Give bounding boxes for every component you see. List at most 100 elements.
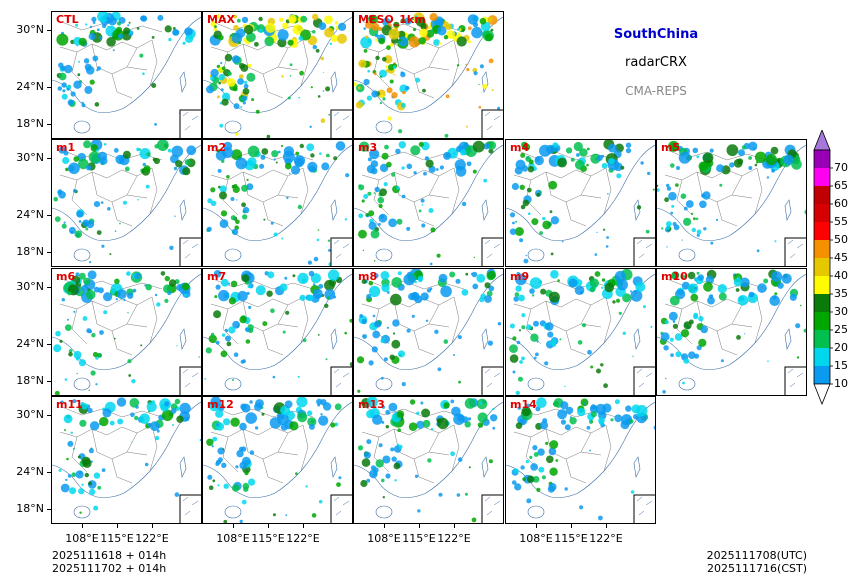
lat-tick-label: 18°N: [16, 374, 44, 387]
init-line-2: 2025111702 + 014h: [52, 562, 167, 575]
region-title: SouthChina: [613, 27, 699, 42]
map-canvas: [506, 140, 655, 266]
colorbar-segment: [814, 330, 830, 348]
map-panel-m2: m2: [202, 139, 353, 267]
lon-tick-label: 122°E: [589, 532, 623, 545]
map-panel-m13: m13: [353, 396, 504, 524]
map-canvas: [203, 269, 352, 395]
map-canvas: [354, 140, 503, 266]
map-canvas: [203, 397, 352, 523]
lat-tick-label: 18°N: [16, 117, 44, 130]
colorbar-segment: [814, 258, 830, 276]
lat-tick: [47, 215, 51, 216]
panel-label: m3: [358, 141, 378, 154]
lon-tick: [606, 524, 607, 528]
panel-label: m8: [358, 270, 378, 283]
lat-tick: [47, 87, 51, 88]
map-panel-m6: m6: [51, 268, 202, 396]
lon-tick: [384, 524, 385, 528]
lat-tick-label: 24°N: [16, 337, 44, 350]
map-panel-m8: m8: [353, 268, 504, 396]
map-panel-ctl: CTL: [51, 11, 202, 139]
map-canvas: [506, 269, 655, 395]
product-title: radarCRX: [625, 55, 687, 70]
lon-tick: [82, 524, 83, 528]
map-canvas: [354, 12, 503, 138]
colorbar-tick-label: 55: [834, 215, 848, 228]
map-canvas: [506, 397, 655, 523]
panel-label: m6: [56, 270, 76, 283]
map-panel-meso_1km: MESO_1km: [353, 11, 504, 139]
map-canvas: [354, 397, 503, 523]
lon-tick-label: 122°E: [437, 532, 471, 545]
map-canvas: [203, 13, 352, 138]
map-panel-m4: m4: [505, 139, 656, 267]
colorbar-segment: [814, 348, 830, 366]
lat-tick: [47, 124, 51, 125]
map-canvas: [354, 269, 503, 395]
panel-label: m14: [510, 398, 537, 411]
colorbar-tick-label: 40: [834, 269, 848, 282]
map-panel-m11: m11: [51, 396, 202, 524]
panel-label: m10: [661, 270, 688, 283]
map-panel-max: MAX: [202, 11, 353, 139]
colorbar-max-extend: [813, 130, 831, 151]
colorbar-segment: [814, 240, 830, 258]
lon-tick-label: 115°E: [251, 532, 285, 545]
panel-label: MESO_1km: [358, 13, 426, 26]
lon-tick: [268, 524, 269, 528]
lat-tick: [47, 30, 51, 31]
map-panel-m12: m12: [202, 396, 353, 524]
panel-label: m13: [358, 398, 385, 411]
valid-cst: 2025111716(CST): [707, 562, 807, 575]
colorbar-segment: [814, 168, 830, 186]
lon-tick-label: 108°E: [367, 532, 401, 545]
lon-tick-label: 115°E: [100, 532, 134, 545]
valid-time-info: 2025111708(UTC) 2025111716(CST): [697, 549, 807, 575]
colorbar-tick-label: 15: [834, 359, 848, 372]
lon-tick: [419, 524, 420, 528]
map-canvas: [657, 269, 806, 395]
panel-label: m7: [207, 270, 227, 283]
panel-label: m2: [207, 141, 227, 154]
lon-tick: [454, 524, 455, 528]
colorbar-tick-label: 65: [834, 179, 848, 192]
init-line-1: 2025111618 + 014h: [52, 549, 167, 562]
colorbar-tick-label: 50: [834, 233, 848, 246]
lat-tick: [47, 509, 51, 510]
lat-tick-label: 18°N: [16, 502, 44, 515]
lat-tick-label: 30°N: [16, 408, 44, 421]
colorbar-tick-label: 20: [834, 341, 848, 354]
system-title: CMA-REPS: [625, 84, 687, 98]
map-canvas: [657, 140, 806, 266]
lon-tick: [571, 524, 572, 528]
lat-tick: [47, 287, 51, 288]
panel-label: m9: [510, 270, 530, 283]
lon-tick: [536, 524, 537, 528]
colorbar-tick-label: 70: [834, 161, 848, 174]
lon-tick-label: 122°E: [286, 532, 320, 545]
lon-tick: [233, 524, 234, 528]
init-time-info: 2025111618 + 014h 2025111702 + 014h: [52, 549, 166, 575]
colorbar-min-extend: [813, 383, 831, 406]
lat-tick: [47, 344, 51, 345]
panel-label: m4: [510, 141, 530, 154]
panel-label: CTL: [56, 13, 79, 26]
lon-tick: [117, 524, 118, 528]
colorbar: [813, 130, 833, 406]
lon-tick-label: 108°E: [216, 532, 250, 545]
panel-label: m1: [56, 141, 76, 154]
lon-tick-label: 108°E: [65, 532, 99, 545]
lat-tick: [47, 158, 51, 159]
lat-tick-label: 30°N: [16, 280, 44, 293]
colorbar-tick-label: 30: [834, 305, 848, 318]
map-panel-m9: m9: [505, 268, 656, 396]
colorbar-segment: [814, 294, 830, 312]
map-panel-m1: m1: [51, 139, 202, 267]
lat-tick-label: 24°N: [16, 80, 44, 93]
panel-label: m12: [207, 398, 234, 411]
lat-tick: [47, 415, 51, 416]
colorbar-segment: [814, 150, 830, 168]
colorbar-tick-label: 60: [834, 197, 848, 210]
lat-tick-label: 24°N: [16, 465, 44, 478]
